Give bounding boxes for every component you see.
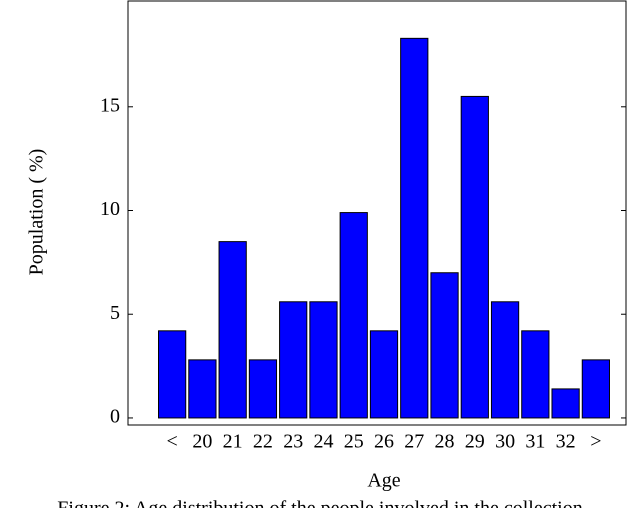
- plot-frame: [127, 0, 627, 426]
- bar: [279, 301, 308, 419]
- y-tick-label: 10: [100, 198, 120, 220]
- bar: [158, 330, 187, 419]
- x-tick-label: 32: [556, 431, 576, 453]
- x-tick-label: 27: [404, 431, 424, 453]
- x-tick-label: >: [590, 431, 601, 453]
- bar: [400, 37, 429, 419]
- y-tick-label: 15: [100, 94, 120, 116]
- bar: [369, 330, 399, 419]
- y-tick-label: 5: [110, 302, 120, 324]
- x-axis-label: Age: [367, 470, 400, 492]
- bar: [430, 272, 459, 419]
- x-tick-label: 20: [192, 431, 212, 453]
- x-tick-label: 23: [283, 431, 303, 453]
- x-tick-label: 24: [313, 431, 333, 453]
- bar: [339, 212, 368, 419]
- y-tick-label: 0: [110, 406, 120, 428]
- bar: [551, 388, 580, 419]
- caption: Figure 2: Age distribution of the people…: [57, 498, 582, 508]
- x-tick-label: 25: [344, 431, 364, 453]
- bar: [490, 301, 520, 419]
- y-axis-label: Population ( %): [26, 149, 48, 276]
- bar: [581, 359, 610, 419]
- bar: [521, 330, 550, 419]
- x-tick-label: 30: [495, 431, 515, 453]
- x-tick-label: 29: [465, 431, 485, 453]
- bar: [188, 359, 217, 419]
- bar: [309, 301, 338, 419]
- bar: [218, 241, 247, 419]
- x-tick-label: <: [166, 431, 177, 453]
- x-tick-label: 21: [223, 431, 243, 453]
- x-tick-label: 26: [374, 431, 394, 453]
- x-tick-label: 28: [435, 431, 455, 453]
- x-tick-label: 22: [253, 431, 273, 453]
- bar: [460, 95, 489, 419]
- bar: [248, 359, 278, 419]
- x-tick-label: 31: [525, 431, 545, 453]
